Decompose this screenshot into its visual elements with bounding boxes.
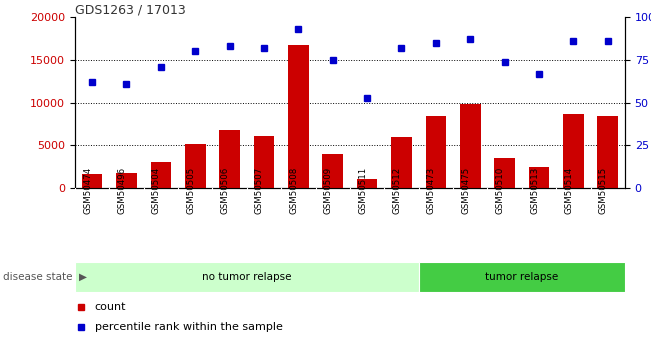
Bar	[563, 114, 584, 188]
Text: GSM50514: GSM50514	[564, 167, 574, 214]
Bar	[391, 137, 412, 188]
Text: GSM50506: GSM50506	[221, 167, 230, 214]
Text: GSM50507: GSM50507	[255, 167, 264, 214]
Text: GSM50508: GSM50508	[289, 167, 298, 214]
Text: disease state  ▶: disease state ▶	[3, 272, 87, 282]
Text: GSM50510: GSM50510	[495, 167, 505, 214]
Text: percentile rank within the sample: percentile rank within the sample	[94, 322, 283, 332]
Bar	[426, 116, 446, 188]
Text: GSM50505: GSM50505	[186, 167, 195, 214]
Text: GSM50474: GSM50474	[83, 167, 92, 214]
Text: tumor relapse: tumor relapse	[485, 272, 559, 282]
Text: GSM50509: GSM50509	[324, 167, 333, 214]
Text: GSM50504: GSM50504	[152, 167, 161, 214]
Bar	[357, 179, 378, 188]
Bar	[419, 262, 625, 292]
Text: GSM50496: GSM50496	[117, 167, 126, 214]
Bar	[254, 136, 274, 188]
Bar	[529, 167, 549, 188]
Bar	[82, 174, 102, 188]
Text: GSM50511: GSM50511	[358, 167, 367, 214]
Bar	[288, 45, 309, 188]
Text: no tumor relapse: no tumor relapse	[202, 272, 292, 282]
Bar	[219, 130, 240, 188]
Text: GSM50473: GSM50473	[427, 167, 436, 214]
Bar	[185, 144, 206, 188]
Bar	[460, 104, 480, 188]
Text: GDS1263 / 17013: GDS1263 / 17013	[75, 3, 186, 16]
Bar	[116, 172, 137, 188]
Text: GSM50475: GSM50475	[462, 167, 470, 214]
Text: count: count	[94, 302, 126, 312]
Bar	[494, 158, 515, 188]
Bar	[75, 262, 419, 292]
Bar	[150, 162, 171, 188]
Bar	[598, 116, 618, 188]
Text: GSM50513: GSM50513	[530, 167, 539, 214]
Text: GSM50512: GSM50512	[393, 167, 402, 214]
Text: GSM50515: GSM50515	[599, 167, 608, 214]
Bar	[322, 154, 343, 188]
